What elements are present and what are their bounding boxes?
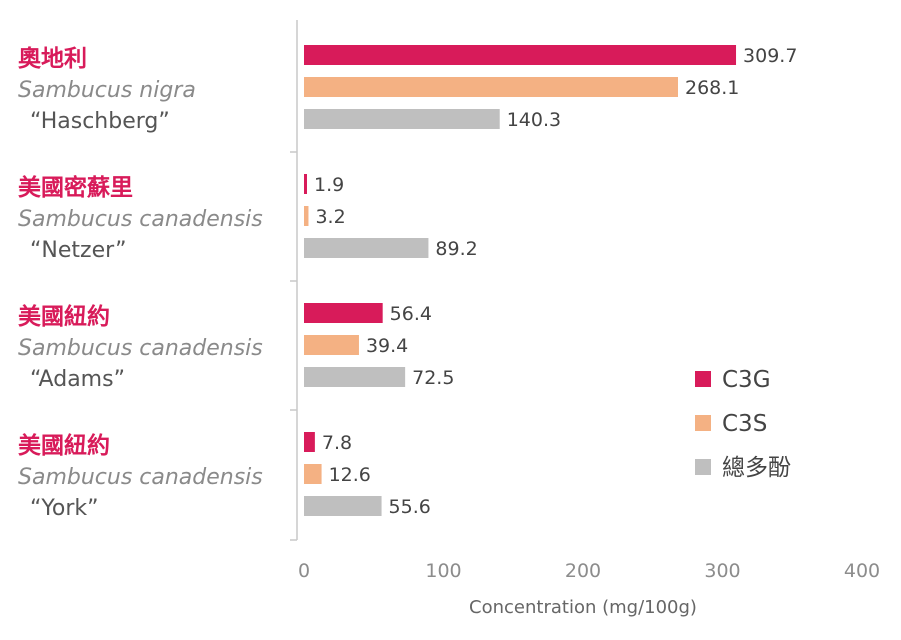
legend-swatch [695,459,711,475]
x-tick-label: 400 [844,560,880,582]
data-label: 39.4 [366,335,408,357]
x-tick-label: 200 [565,560,601,582]
bar [304,335,359,355]
category-cultivar-label: “York” [30,496,99,521]
data-label: 140.3 [507,109,561,131]
bar [304,45,737,65]
bar [304,367,406,387]
bar [304,464,322,484]
category-region-label: 美國紐約 [18,432,110,459]
bar [304,238,429,258]
legend-label: 總多酚 [722,455,791,481]
bar [304,432,315,452]
data-label: 89.2 [435,238,477,260]
x-axis-ticks: 0 100 200 300 400 [298,560,880,582]
x-tick-label: 100 [425,560,461,582]
bar [304,303,383,323]
bar [304,496,382,516]
category-species-label: Sambucus canadensis [18,465,263,490]
legend-label: C3G [722,367,771,393]
category-species-label: Sambucus canadensis [18,207,263,232]
bar [304,174,307,194]
category-species-label: Sambucus canadensis [18,336,263,361]
y-axis [290,20,298,541]
data-label: 3.2 [315,206,345,228]
data-label: 7.8 [322,432,352,454]
category-region-label: 美國紐約 [18,303,110,330]
bar [304,206,309,226]
legend-swatch [695,371,711,387]
value-labels: 309.7 1.9 56.4 7.8 268.1 3.2 39.4 12.6 140.3 89.2… [314,45,797,518]
category-labels: 奧地利 Sambucus nigra “Haschberg” 美國密蘇里 Sambucu… [18,46,263,521]
data-label: 12.6 [329,464,371,486]
legend-swatch [695,415,711,431]
category-cultivar-label: “Haschberg” [30,109,170,134]
data-label: 55.6 [389,496,431,518]
data-label: 56.4 [390,303,432,325]
x-axis-title: Concentration (mg/100g) [469,597,697,618]
bar [304,77,678,97]
category-cultivar-label: “Netzer” [30,238,126,263]
data-label: 1.9 [314,174,344,196]
category-region-label: 奧地利 [18,46,87,72]
category-region-label: 美國密蘇里 [18,174,133,201]
data-label: 72.5 [412,367,454,389]
legend-label: C3S [722,411,767,437]
category-cultivar-label: “Adams” [30,367,125,392]
bar [304,109,500,129]
x-tick-label: 300 [704,560,740,582]
category-species-label: Sambucus nigra [18,78,196,103]
legend: C3G C3S 總多酚 [695,367,791,481]
data-label: 309.7 [743,45,797,67]
x-tick-label: 0 [298,560,310,582]
data-label: 268.1 [685,77,739,99]
bars [304,45,737,516]
